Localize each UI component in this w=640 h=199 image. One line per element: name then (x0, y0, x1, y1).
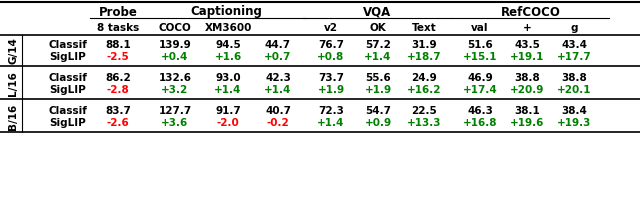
Text: +3.2: +3.2 (161, 85, 189, 95)
Text: 73.7: 73.7 (318, 73, 344, 83)
Text: Classif: Classif (49, 40, 88, 50)
Text: G/14: G/14 (8, 38, 18, 64)
Text: +19.6: +19.6 (510, 118, 544, 128)
Text: +16.8: +16.8 (463, 118, 497, 128)
Text: +1.9: +1.9 (317, 85, 344, 95)
Text: +1.4: +1.4 (317, 118, 345, 128)
Text: 57.2: 57.2 (365, 40, 391, 50)
Text: 44.7: 44.7 (265, 40, 291, 50)
Text: +0.4: +0.4 (161, 52, 189, 62)
Text: 38.8: 38.8 (514, 73, 540, 83)
Text: SigLIP: SigLIP (50, 52, 86, 62)
Text: +0.9: +0.9 (364, 118, 392, 128)
Text: SigLIP: SigLIP (50, 85, 86, 95)
Text: +20.1: +20.1 (557, 85, 591, 95)
Text: val: val (471, 23, 489, 33)
Text: 93.0: 93.0 (215, 73, 241, 83)
Text: 132.6: 132.6 (159, 73, 191, 83)
Text: 46.3: 46.3 (467, 106, 493, 116)
Text: 43.4: 43.4 (561, 40, 587, 50)
Text: +0.7: +0.7 (264, 52, 292, 62)
Text: +17.4: +17.4 (463, 85, 497, 95)
Text: 54.7: 54.7 (365, 106, 391, 116)
Text: 31.9: 31.9 (411, 40, 437, 50)
Text: +1.6: +1.6 (214, 52, 242, 62)
Text: SigLIP: SigLIP (50, 118, 86, 128)
Text: XM3600: XM3600 (204, 23, 252, 33)
Text: 40.7: 40.7 (265, 106, 291, 116)
Text: 72.3: 72.3 (318, 106, 344, 116)
Text: Classif: Classif (49, 73, 88, 83)
Text: +18.7: +18.7 (406, 52, 442, 62)
Text: 22.5: 22.5 (411, 106, 437, 116)
Text: 91.7: 91.7 (215, 106, 241, 116)
Text: 43.5: 43.5 (514, 40, 540, 50)
Text: +1.9: +1.9 (364, 85, 392, 95)
Text: 127.7: 127.7 (158, 106, 191, 116)
Text: 46.9: 46.9 (467, 73, 493, 83)
Text: 76.7: 76.7 (318, 40, 344, 50)
Text: +3.6: +3.6 (161, 118, 189, 128)
Text: +17.7: +17.7 (557, 52, 591, 62)
Text: v2: v2 (324, 23, 338, 33)
Text: +19.3: +19.3 (557, 118, 591, 128)
Text: VQA: VQA (364, 6, 392, 19)
Text: -2.8: -2.8 (107, 85, 129, 95)
Text: 8 tasks: 8 tasks (97, 23, 139, 33)
Text: 86.2: 86.2 (105, 73, 131, 83)
Text: 139.9: 139.9 (159, 40, 191, 50)
Text: Text: Text (412, 23, 436, 33)
Text: +1.4: +1.4 (264, 85, 292, 95)
Text: +16.2: +16.2 (407, 85, 441, 95)
Text: 24.9: 24.9 (411, 73, 437, 83)
Text: 38.1: 38.1 (514, 106, 540, 116)
Text: 38.8: 38.8 (561, 73, 587, 83)
Text: +1.4: +1.4 (364, 52, 392, 62)
Text: +19.1: +19.1 (510, 52, 544, 62)
Text: 94.5: 94.5 (215, 40, 241, 50)
Text: 38.4: 38.4 (561, 106, 587, 116)
Text: -2.6: -2.6 (107, 118, 129, 128)
Text: 51.6: 51.6 (467, 40, 493, 50)
Text: +1.4: +1.4 (214, 85, 242, 95)
Text: +13.3: +13.3 (407, 118, 441, 128)
Text: 83.7: 83.7 (105, 106, 131, 116)
Text: +: + (523, 23, 531, 33)
Text: Probe: Probe (99, 6, 138, 19)
Text: -2.5: -2.5 (107, 52, 129, 62)
Text: L/16: L/16 (8, 72, 18, 97)
Text: Classif: Classif (49, 106, 88, 116)
Text: g: g (570, 23, 578, 33)
Text: 42.3: 42.3 (265, 73, 291, 83)
Text: +15.1: +15.1 (463, 52, 497, 62)
Text: RefCOCO: RefCOCO (500, 6, 561, 19)
Text: B/16: B/16 (8, 104, 18, 130)
Text: 55.6: 55.6 (365, 73, 391, 83)
Text: Captioning: Captioning (191, 6, 262, 19)
Text: -2.0: -2.0 (216, 118, 239, 128)
Text: 88.1: 88.1 (105, 40, 131, 50)
Text: +20.9: +20.9 (510, 85, 544, 95)
Text: -0.2: -0.2 (267, 118, 289, 128)
Text: OK: OK (370, 23, 387, 33)
Text: +0.8: +0.8 (317, 52, 344, 62)
Text: COCO: COCO (159, 23, 191, 33)
